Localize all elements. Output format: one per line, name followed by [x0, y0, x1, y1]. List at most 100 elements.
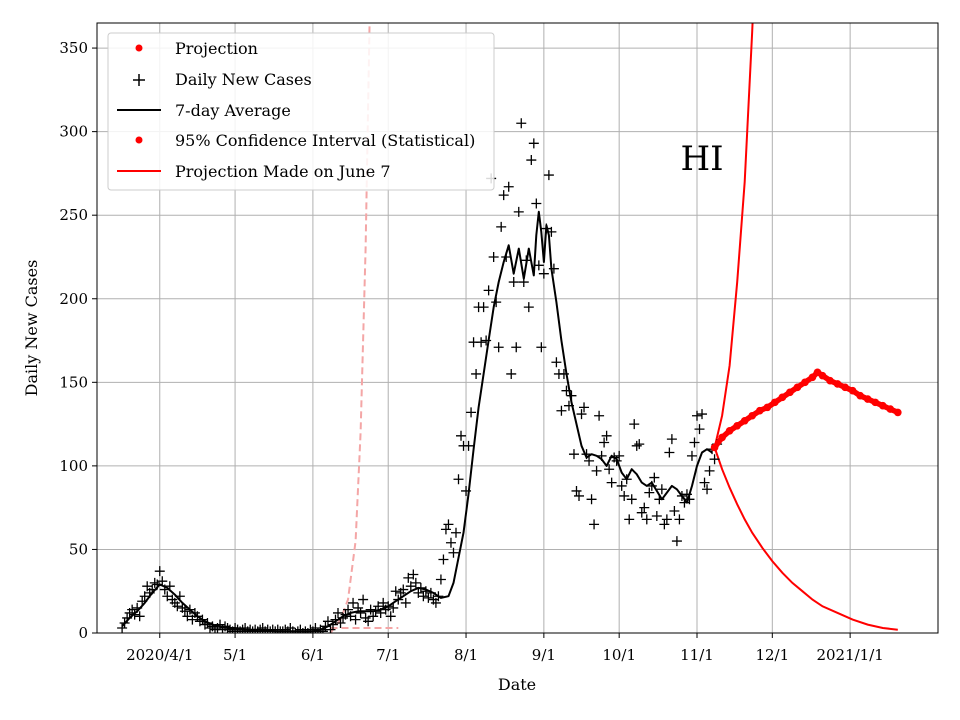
daily-case-point [398, 584, 409, 595]
daily-case-point [669, 506, 680, 516]
projection-point [733, 421, 741, 430]
daily-case-point [408, 569, 419, 580]
daily-case-point [149, 577, 160, 588]
projection-point [771, 398, 779, 407]
x-tick-label: 6/1 [301, 646, 325, 664]
daily-case-point [435, 574, 446, 585]
daily-case-point [187, 614, 198, 625]
legend-daily-cases-label: Daily New Cases [175, 70, 312, 89]
daily-case-point [589, 519, 600, 530]
projection-point [818, 371, 827, 380]
projection-point [793, 383, 802, 392]
y-tick-label: 0 [78, 624, 88, 642]
projection-point [718, 433, 726, 442]
daily-case-point [445, 537, 456, 548]
legend-ci-label: 95% Confidence Interval (Statistical) [175, 131, 475, 150]
daily-case-point [576, 409, 587, 420]
y-tick-label: 200 [59, 290, 88, 308]
daily-case-point [448, 547, 459, 558]
daily-case-point [624, 514, 635, 525]
y-tick-label: 50 [69, 540, 88, 558]
daily-case-point [478, 302, 489, 313]
seven-day-average-line [121, 210, 713, 633]
daily-case-point [709, 454, 720, 465]
daily-case-point [574, 490, 585, 501]
legend-ci-marker [135, 136, 143, 144]
daily-case-point [488, 251, 499, 262]
daily-case-point [471, 368, 482, 379]
legend-june7-label: Projection Made on June 7 [175, 162, 391, 181]
daily-case-point [533, 260, 544, 271]
daily-case-point [686, 450, 697, 461]
daily-case-point [584, 455, 595, 466]
axis-ticks: 2020/4/1 5/1 6/1 7/1 8/1 9/1 10/1 11/1 12/1 2021/… [59, 39, 883, 664]
daily-case-point [182, 611, 193, 622]
daily-case-point [674, 514, 685, 525]
daily-case-point [649, 472, 660, 483]
daily-case-point [503, 181, 514, 192]
daily-case-point [368, 611, 379, 622]
daily-case-point [476, 337, 487, 348]
daily-case-point [139, 591, 150, 602]
daily-case-point [634, 439, 645, 450]
projection-point [871, 398, 880, 407]
daily-case-point [438, 554, 449, 565]
y-tick-label: 100 [59, 457, 88, 475]
daily-case-point [405, 581, 416, 592]
daily-case-point [172, 601, 183, 612]
daily-case-point [127, 604, 138, 615]
state-annotation: HI [680, 139, 723, 179]
projection-point [778, 393, 787, 402]
x-tick-label: 12/1 [755, 646, 789, 664]
daily-case-point [523, 302, 534, 313]
daily-case-point [601, 430, 612, 441]
daily-case-point [410, 577, 421, 588]
y-axis-label: Daily New Cases [22, 260, 41, 397]
projection-point [878, 401, 887, 410]
daily-case-point [702, 484, 713, 495]
x-tick-label: 2021/1/1 [816, 646, 883, 664]
axes-frame [96, 22, 939, 634]
daily-case-point [483, 285, 494, 296]
daily-case-point [616, 480, 627, 491]
projection-point [886, 405, 895, 413]
daily-case-point [117, 622, 128, 633]
daily-case-point [496, 221, 507, 232]
daily-case-point [594, 410, 605, 421]
legend-projection-label: Projection [175, 39, 258, 58]
daily-case-point [599, 437, 610, 448]
daily-case-point [430, 597, 441, 608]
daily-case-point [579, 402, 590, 413]
daily-case-point [413, 587, 424, 598]
x-tick-label: 10/1 [602, 646, 636, 664]
daily-case-point [142, 581, 153, 592]
daily-case-point [538, 268, 549, 279]
projection-point [808, 373, 817, 382]
ci-lower-line [713, 447, 898, 631]
daily-case-point [290, 628, 301, 633]
daily-case-point [162, 591, 173, 602]
daily-case-point [666, 434, 677, 445]
daily-case-point [513, 206, 524, 217]
daily-case-point [355, 607, 366, 618]
daily-case-point [694, 424, 705, 435]
legend-projection-marker [135, 44, 143, 52]
plot-area [117, 23, 902, 633]
daily-case-point [659, 519, 670, 530]
y-tick-label: 350 [59, 39, 88, 57]
projection-point [841, 383, 849, 392]
daily-case-point [463, 440, 474, 451]
daily-case-point [358, 594, 369, 605]
daily-case-point [456, 430, 467, 441]
projection-point [856, 391, 864, 400]
daily-case-point [626, 494, 637, 505]
legend: Projection Daily New Cases 7-day Average… [107, 32, 495, 191]
daily-case-point [348, 597, 359, 608]
daily-case-point [606, 477, 617, 488]
daily-case-point [528, 138, 539, 149]
daily-case-point [385, 611, 396, 622]
daily-case-point [531, 198, 542, 209]
daily-case-point [619, 490, 630, 501]
daily-case-point [641, 514, 652, 525]
daily-case-point [506, 368, 517, 379]
